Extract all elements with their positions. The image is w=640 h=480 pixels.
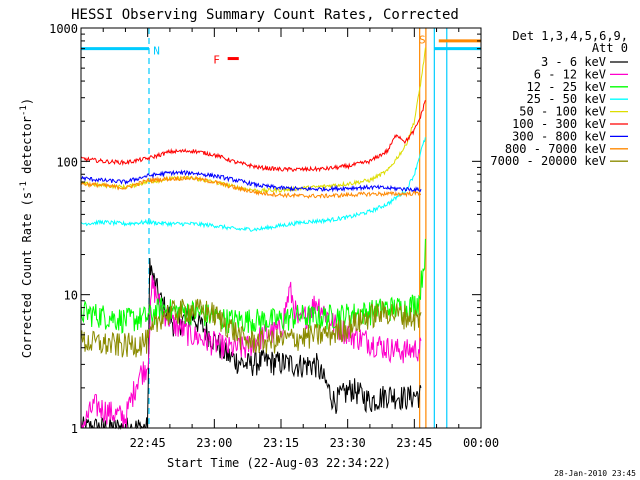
event-markers <box>148 28 448 428</box>
series-line <box>80 100 426 173</box>
series-line <box>80 275 422 429</box>
series-line <box>80 175 421 199</box>
y-tick-label: 100 <box>56 155 78 169</box>
legend-label: 50 - 100 keV <box>519 105 606 119</box>
footer-date: 28-Jan-2010 23:45 <box>554 469 636 478</box>
flag-letter: N <box>153 44 160 57</box>
series-line <box>80 169 422 194</box>
x-axis-label: Start Time (22-Aug-03 22:34:22) <box>167 456 391 470</box>
y-axis: 1 10 100 1000 <box>49 22 481 436</box>
legend-label: 6 - 12 keV <box>534 67 606 81</box>
series-lines <box>80 47 426 430</box>
flag-letter: S <box>419 33 426 46</box>
chart-title: HESSI Observing Summary Count Rates, Cor… <box>71 7 459 23</box>
y-axis-label: Corrected Count Rate (s-1 detector-1) <box>19 98 34 358</box>
series-line <box>80 137 426 232</box>
y-tick-label: 10 <box>64 289 78 303</box>
legend-header-detectors: Det 1,3,4,5,6,9, <box>512 29 628 43</box>
legend-header-attenuator: Att 0 <box>592 41 628 55</box>
legend-label: 25 - 50 keV <box>527 92 606 106</box>
legend-label: 300 - 800 keV <box>512 129 606 143</box>
legend-label: 100 - 300 keV <box>512 117 606 131</box>
x-tick-label: 22:45 <box>130 436 166 450</box>
legend-label: 800 - 7000 keV <box>505 142 606 156</box>
x-tick-label: 23:00 <box>196 436 232 450</box>
flag-labels: N F S <box>153 33 425 66</box>
legend-label: 12 - 25 keV <box>527 80 606 94</box>
series-line <box>80 298 422 358</box>
x-axis: 22:45 23:00 23:15 23:30 23:45 00:00 <box>102 28 499 450</box>
x-tick-label: 23:15 <box>263 436 299 450</box>
x-tick-label: 23:30 <box>330 436 366 450</box>
legend-label: 3 - 6 keV <box>541 55 606 69</box>
y-tick-label: 1000 <box>49 22 78 36</box>
x-tick-label: 00:00 <box>463 436 499 450</box>
series-line <box>80 238 426 334</box>
x-tick-label: 23:45 <box>396 436 432 450</box>
flag-bars <box>81 39 481 61</box>
y-tick-label: 1 <box>71 422 78 436</box>
flag-letter: F <box>213 54 220 67</box>
legend-label: 7000 - 20000 keV <box>490 154 606 168</box>
